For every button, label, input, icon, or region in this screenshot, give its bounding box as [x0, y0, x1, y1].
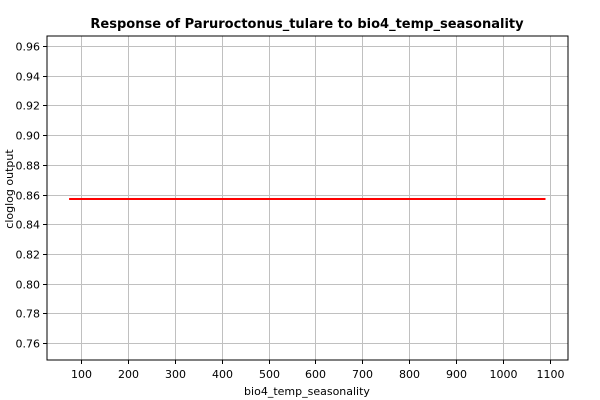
- x-tick-label: 600: [305, 368, 326, 381]
- y-tick-label: 0.88: [16, 160, 41, 173]
- x-tick-label: 100: [71, 368, 92, 381]
- x-tick-label: 300: [165, 368, 186, 381]
- y-ticks: 0.76 0.78 0.80 0.82 0.84 0.86 0.88 0.90 0.92 0.94…: [16, 41, 47, 351]
- x-tick-label: 1000: [490, 368, 518, 381]
- y-tick-label: 0.96: [16, 41, 41, 54]
- x-axis-label: bio4_temp_seasonality: [244, 385, 370, 398]
- x-tick-label: 400: [212, 368, 233, 381]
- y-tick-label: 0.90: [16, 130, 41, 143]
- x-tick-label: 900: [446, 368, 467, 381]
- y-tick-label: 0.92: [16, 100, 41, 113]
- y-tick-label: 0.78: [16, 308, 41, 321]
- plot-frame: [46, 35, 569, 361]
- x-tick-label: 1100: [537, 368, 565, 381]
- y-tick-label: 0.76: [16, 338, 41, 351]
- y-axis-label: cloglog output: [3, 149, 16, 229]
- y-tick-label: 0.94: [16, 71, 41, 84]
- grid: [47, 36, 568, 360]
- x-ticks: 100 200 300 400 500 600 700 800 900 1000 1100: [71, 360, 565, 381]
- chart-title: Response of Paruroctonus_tulare to bio4_…: [90, 17, 524, 32]
- y-tick-label: 0.80: [16, 279, 41, 292]
- x-tick-label: 200: [118, 368, 139, 381]
- x-tick-label: 500: [259, 368, 280, 381]
- axes: [46, 35, 569, 361]
- y-tick-label: 0.86: [16, 190, 41, 203]
- x-tick-label: 700: [352, 368, 373, 381]
- y-tick-label: 0.84: [16, 219, 41, 232]
- y-tick-label: 0.82: [16, 249, 41, 262]
- x-tick-label: 800: [399, 368, 420, 381]
